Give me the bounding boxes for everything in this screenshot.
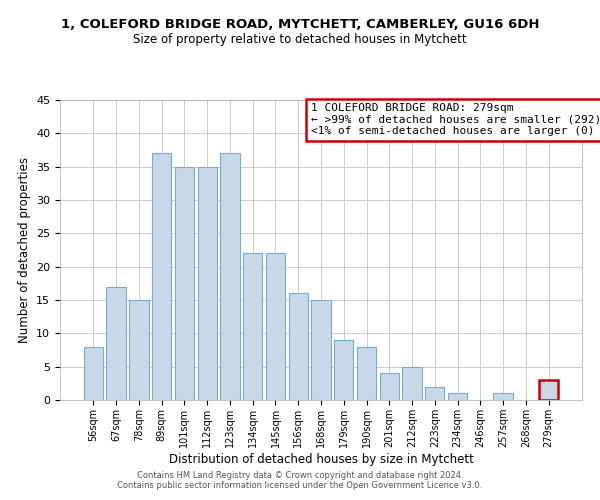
Bar [334,340,353,400]
Bar [493,394,513,400]
Bar [220,154,239,400]
Text: 1 COLEFORD BRIDGE ROAD: 279sqm
← >99% of detached houses are smaller (292)
<1% o: 1 COLEFORD BRIDGE ROAD: 279sqm ← >99% of… [311,103,600,136]
Text: Contains HM Land Registry data © Crown copyright and database right 2024.
Contai: Contains HM Land Registry data © Crown c… [118,470,482,490]
Bar [425,386,445,400]
Bar [152,154,172,400]
Bar [129,300,149,400]
Y-axis label: Number of detached properties: Number of detached properties [17,157,31,343]
Bar [266,254,285,400]
Bar [380,374,399,400]
Bar [243,254,262,400]
Bar [357,346,376,400]
Bar [403,366,422,400]
Text: Size of property relative to detached houses in Mytchett: Size of property relative to detached ho… [133,32,467,46]
Bar [448,394,467,400]
Bar [175,166,194,400]
Bar [311,300,331,400]
Bar [289,294,308,400]
Bar [84,346,103,400]
Bar [106,286,126,400]
X-axis label: Distribution of detached houses by size in Mytchett: Distribution of detached houses by size … [169,452,473,466]
Text: 1, COLEFORD BRIDGE ROAD, MYTCHETT, CAMBERLEY, GU16 6DH: 1, COLEFORD BRIDGE ROAD, MYTCHETT, CAMBE… [61,18,539,30]
Bar [197,166,217,400]
Bar [539,380,558,400]
